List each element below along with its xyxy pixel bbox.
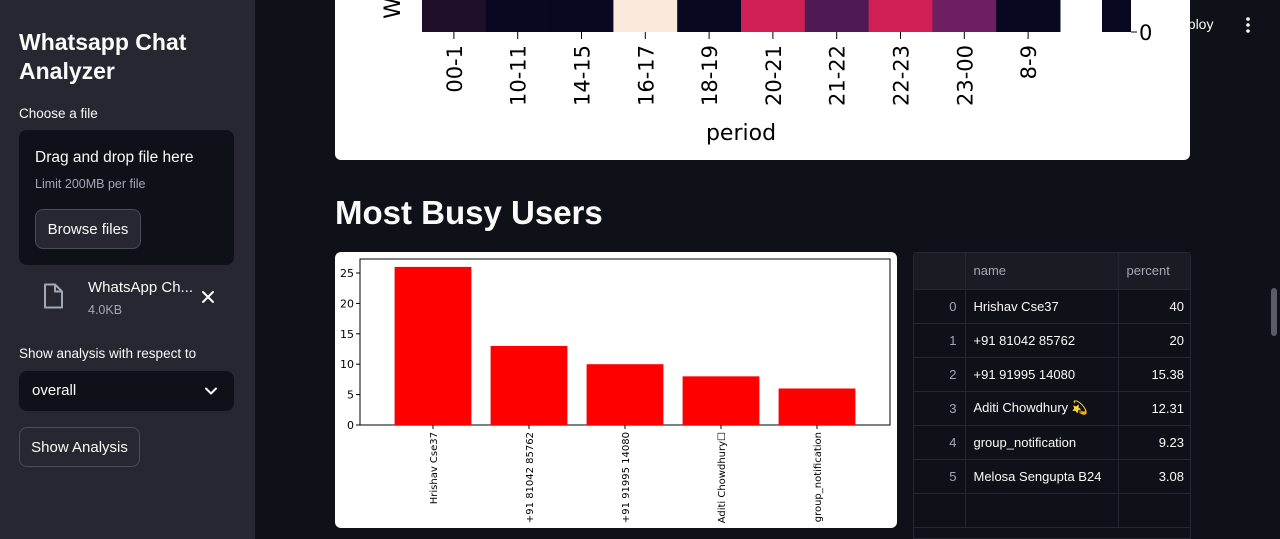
heatmap-card: 00-1 10-11 14-15 16-17 18-19 20-21 21-22 22-23 2… [335,0,1190,160]
y-tick-label: 20 [340,297,354,310]
table-row[interactable]: 4 group_notification 9.23 [914,425,1190,460]
table-row[interactable]: 2 +91 91995 14080 15.38 [914,357,1190,392]
uploaded-file-name: WhatsApp Ch... [88,279,194,296]
heatmap-cell [996,0,1061,32]
y-tick-label: 25 [340,267,354,280]
heatmap-cell [485,0,551,32]
scrollbar-thumb[interactable] [1271,288,1277,336]
heatmap-x-tick: 16-17 [634,45,658,106]
empty-cell [965,493,1119,528]
table-row[interactable]: 5 Melosa Sengupta B24 3.08 [914,459,1190,494]
row-index[interactable]: 4 [914,425,966,460]
analysis-select-label: Show analysis with respect to [19,346,197,361]
close-icon[interactable] [198,287,218,307]
row-index[interactable]: 3 [914,391,966,426]
uploaded-file-size: 4.0KB [88,303,123,317]
row-index[interactable]: 1 [914,323,966,358]
y-tick-label: 10 [340,358,354,371]
column-header-percent[interactable]: percent [1118,253,1190,290]
busy-users-bar-chart: 0 5 10 15 20 25 Hrishav Cse37 +91 81042 85762 +9… [340,258,891,523]
colorbar-tick-label: 0 [1139,21,1152,45]
heatmap-cell [613,0,678,32]
cell-percent[interactable]: 15.38 [1118,357,1190,392]
heatmap-cell [868,0,933,32]
users-dataframe[interactable]: name percent 0 Hrishav Cse37 40 1 +91 81042 … [913,252,1191,539]
heatmap-x-tick: 10-11 [507,45,531,106]
row-index[interactable]: 2 [914,357,966,392]
bar [490,345,568,425]
bar [586,364,664,425]
heatmap-x-tick: 14-15 [571,45,595,106]
dropzone-title: Drag and drop file here [35,149,194,166]
app-title: Whatsapp Chat Analyzer [19,29,187,84]
cell-percent[interactable]: 40 [1118,289,1190,324]
bar [394,266,472,425]
file-dropzone[interactable]: Drag and drop file here Limit 200MB per … [19,130,234,265]
table-header-row: name percent [914,253,1190,290]
file-icon [42,283,64,314]
empty-cell [914,493,966,528]
cell-name[interactable]: group_notification [965,425,1119,460]
heatmap-cell [549,0,614,32]
bar [682,376,760,425]
select-value: overall [32,382,77,399]
bar-chart-card: 0 5 10 15 20 25 Hrishav Cse37 +91 81042 85762 +9… [335,252,897,528]
heatmap-x-tick: 20-21 [762,45,786,106]
cell-name[interactable]: Aditi Chowdhury 💫 [965,391,1119,426]
heatmap-cell [741,0,806,32]
bar [778,388,856,425]
heatmap-x-tick: 18-19 [698,45,722,106]
sidebar: Whatsapp Chat Analyzer Choose a file Dra… [0,0,255,539]
heatmap-x-tick: 23-00 [953,45,977,106]
cell-name[interactable]: Melosa Sengupta B24 [965,459,1119,494]
colorbar [1102,0,1131,32]
uploader-label: Choose a file [19,106,98,121]
x-tick-label: Hrishav Cse37 [429,432,440,504]
x-tick-label: Aditi Chowdhury☐ [717,432,728,523]
table-row[interactable]: 3 Aditi Chowdhury 💫 12.31 [914,391,1190,426]
cell-percent[interactable]: 9.23 [1118,425,1190,460]
cell-percent[interactable]: 3.08 [1118,459,1190,494]
main-menu-icon[interactable] [1243,16,1253,39]
heatmap-x-tick: 00-1 [443,45,467,93]
heatmap-x-tick: 8-9 [1017,45,1041,79]
cell-name[interactable]: Hrishav Cse37 [965,289,1119,324]
heatmap-x-tick: 21-22 [826,45,850,106]
y-tick-label: 5 [347,389,354,402]
cell-percent[interactable]: 12.31 [1118,391,1190,426]
heatmap-x-label: period [706,121,776,146]
cell-name[interactable]: +91 91995 14080 [965,357,1119,392]
heatmap-chart: 00-1 10-11 14-15 16-17 18-19 20-21 21-22 22-23 2… [381,0,1152,146]
x-tick-label: +91 91995 14080 [621,432,632,523]
chevron-down-icon [204,384,218,403]
show-analysis-button[interactable]: Show Analysis [19,427,140,467]
y-tick-label: 15 [340,328,354,341]
index-header [914,253,966,290]
column-header-name[interactable]: name [965,253,1119,290]
row-index[interactable]: 0 [914,289,966,324]
heatmap-cell [932,0,997,32]
row-index[interactable]: 5 [914,459,966,494]
x-tick-label: +91 81042 85762 [525,432,536,523]
section-title: Most Busy Users [335,194,603,231]
cell-name[interactable]: +91 81042 85762 [965,323,1119,358]
heatmap-cell [422,0,487,32]
table-row[interactable]: 0 Hrishav Cse37 40 [914,289,1190,324]
table-row[interactable]: 1 +91 81042 85762 20 [914,323,1190,358]
cell-percent[interactable]: 20 [1118,323,1190,358]
browse-files-button[interactable]: Browse files [35,209,141,249]
heatmap-cell [804,0,870,32]
dropzone-limit: Limit 200MB per file [35,177,146,191]
empty-cell [1118,493,1190,528]
x-tick-label: group_notification [813,432,824,522]
table-row-empty [914,493,1190,528]
heatmap-y-label: W [381,0,406,19]
heatmap-x-tick: 22-23 [890,45,914,106]
heatmap-cell [677,0,742,32]
user-select[interactable]: overall [19,371,234,411]
y-tick-label: 0 [347,419,354,432]
